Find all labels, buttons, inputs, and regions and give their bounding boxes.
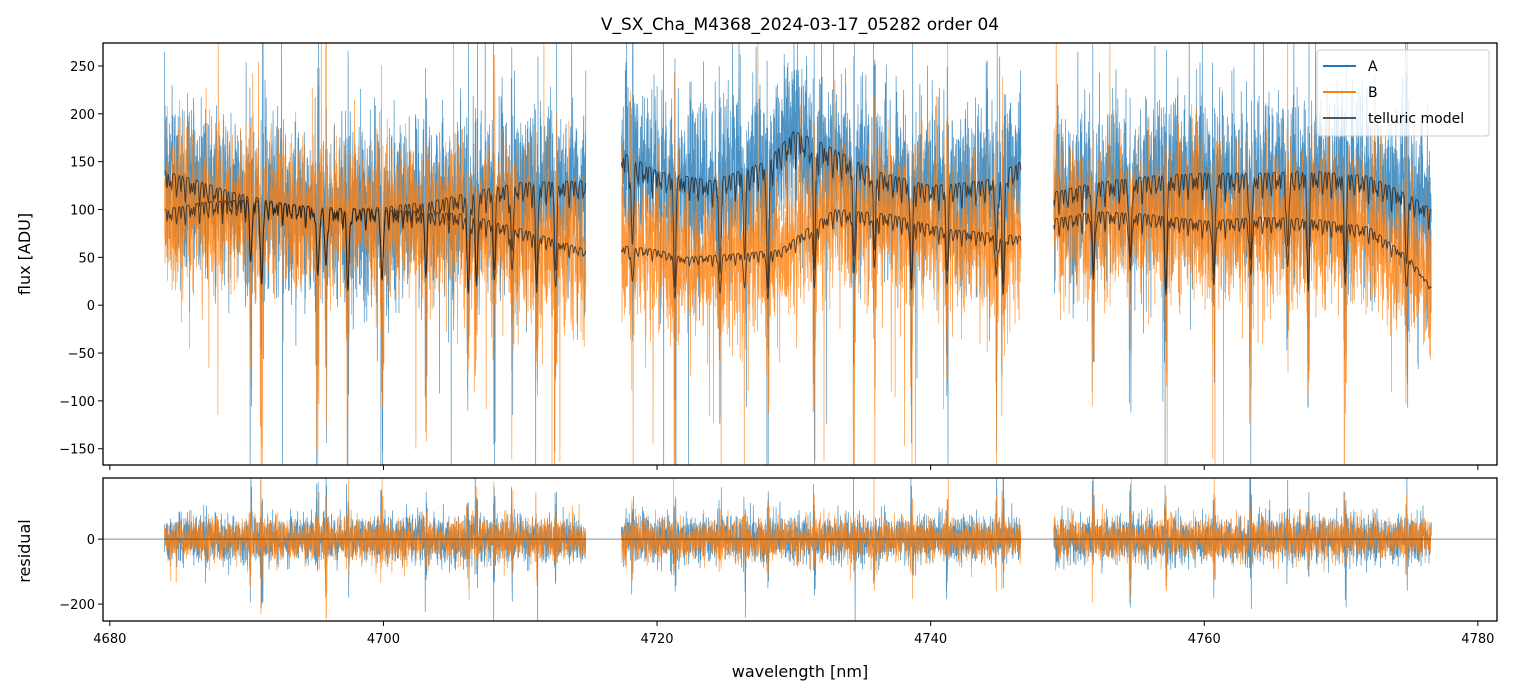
telluric-model-B-line (621, 208, 1022, 300)
top-plot-area (164, 43, 1432, 465)
xtick-label: 4780 (1461, 632, 1494, 647)
top-ytick-label: 50 (78, 251, 95, 266)
series-B-line (1053, 43, 1432, 465)
xtick-label: 4700 (367, 632, 400, 647)
residual-B-line (164, 478, 587, 620)
top-ylabel: flux [ADU] (15, 213, 34, 295)
residual-B-line (1053, 478, 1432, 604)
residual-B-line (621, 478, 1022, 599)
bottom-axes-frame (102, 477, 1498, 622)
telluric-model-A-line (1053, 171, 1432, 290)
bottom-ylabel: residual (15, 519, 34, 582)
top-ytick-label: 150 (70, 156, 95, 171)
legend-label-B: B (1368, 85, 1378, 101)
top-ytick-label: −150 (59, 443, 95, 458)
top-axes-frame (102, 42, 1498, 466)
chart-title: V_SX_Cha_M4368_2024-03-17_05282 order 04 (601, 15, 999, 35)
series-B-line (621, 43, 1022, 465)
top-ytick-label: −50 (68, 347, 95, 362)
telluric-model-B-line (1053, 211, 1432, 297)
xtick-label: 4720 (640, 632, 673, 647)
telluric-model-B-line (164, 199, 587, 294)
series-B-line (164, 43, 587, 465)
top-ytick-label: 100 (70, 204, 95, 219)
bottom-ytick-label: 0 (87, 533, 95, 548)
xtick-label: 4760 (1188, 632, 1221, 647)
legend: A B telluric model (1316, 49, 1490, 137)
xtick-label: 4680 (93, 632, 126, 647)
top-ytick-label: 0 (87, 299, 95, 314)
legend-label-telluric: telluric model (1368, 111, 1464, 127)
telluric-model-A-line (621, 131, 1022, 290)
top-ytick-label: −100 (59, 395, 95, 410)
xtick-label: 4740 (914, 632, 947, 647)
top-ytick-label: 250 (70, 60, 95, 75)
xlabel: wavelength [nm] (732, 662, 869, 681)
bottom-ytick-label: −200 (59, 598, 95, 613)
top-ytick-label: 200 (70, 108, 95, 123)
legend-label-A: A (1368, 59, 1378, 75)
bottom-plot-area (103, 478, 1497, 621)
